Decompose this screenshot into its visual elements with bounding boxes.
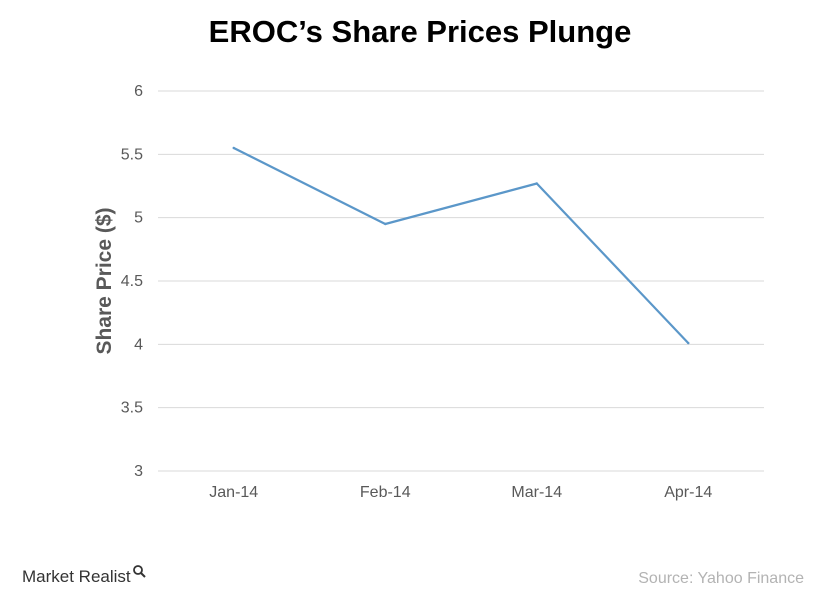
y-tick-label: 5.5: [121, 146, 143, 163]
brand-logo: Market Realist: [22, 565, 146, 587]
y-tick-label: 6: [134, 83, 143, 100]
x-tick-label: Apr-14: [664, 484, 712, 501]
y-axis-label: Share Price ($): [93, 207, 116, 354]
series-line: [232, 146, 690, 345]
x-tick-label: Mar-14: [511, 484, 562, 501]
data-point: [687, 341, 690, 345]
y-tick-label: 4: [134, 336, 143, 353]
data-point: [384, 222, 387, 226]
y-tick-label: 4.5: [121, 273, 143, 290]
brand-name: Market Realist: [22, 567, 131, 586]
y-tick-label: 3: [134, 463, 143, 480]
magnifier-icon: [132, 563, 146, 583]
chart-title: EROC’s Share Prices Plunge: [208, 14, 632, 49]
line-chart: 3 3.5 4 4.5 5 5.5 6 Jan-14 Feb-14 Mar-14 Apr-14 Sha…: [93, 83, 764, 501]
y-tick-label: 5: [134, 210, 143, 227]
source-note: Source: Yahoo Finance: [638, 570, 804, 587]
x-tick-label: Jan-14: [209, 484, 258, 501]
x-tick-label: Feb-14: [360, 484, 411, 501]
data-point: [232, 146, 235, 150]
data-point: [535, 182, 538, 185]
y-tick-label: 3.5: [121, 400, 143, 417]
